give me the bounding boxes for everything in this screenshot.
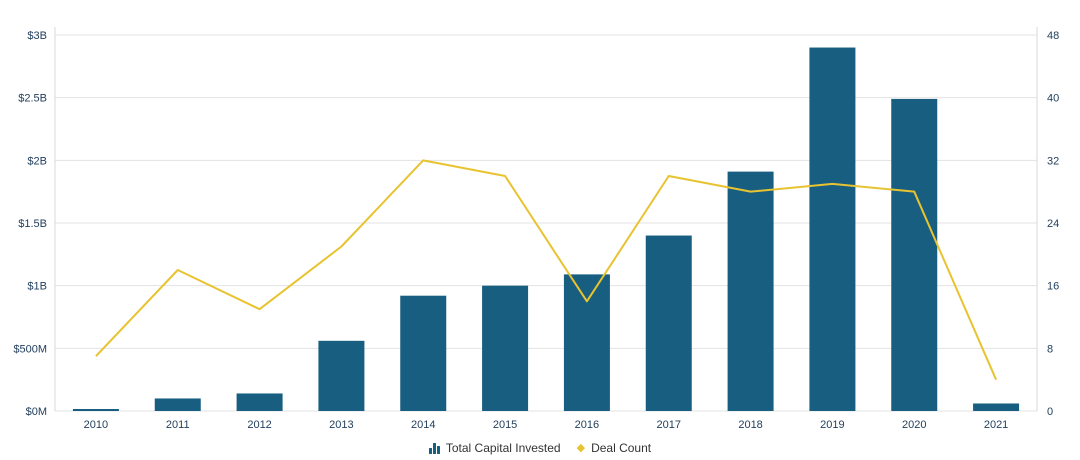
right-axis-tick-label: 24 [1047,218,1059,230]
bar-2013[interactable] [318,340,365,411]
right-axis-tick-label: 8 [1047,343,1053,355]
bar-series-icon [428,442,440,454]
x-axis-label-2011: 2011 [166,419,190,431]
bar-2019[interactable] [809,47,856,412]
x-axis-label-2016: 2016 [575,419,599,431]
x-axis-label-2019: 2019 [820,419,844,431]
bar-2016[interactable] [563,274,610,411]
left-axis-tick-label: $1B [27,281,47,293]
right-axis-tick-label: 32 [1047,155,1059,167]
right-axis-tick-label: 40 [1047,93,1059,105]
bar-2021[interactable] [973,403,1020,411]
legend-item-deal-count[interactable]: ◆ Deal Count [577,441,652,455]
x-axis-label-2013: 2013 [329,419,353,431]
left-axis-tick-label: $0M [26,406,47,418]
right-axis-tick-label: 16 [1047,281,1059,293]
legend-item-total-capital-invested[interactable]: Total Capital Invested [428,441,561,455]
legend: Total Capital Invested ◆ Deal Count [0,441,1080,455]
x-axis-label-2020: 2020 [902,419,926,431]
x-axis-label-2018: 2018 [738,419,762,431]
x-axis-label-2015: 2015 [493,419,517,431]
right-axis-tick-label: 48 [1047,30,1059,42]
x-axis-label-2010: 2010 [84,419,108,431]
bar-2012[interactable] [236,393,283,411]
bar-2011[interactable] [154,398,201,411]
left-axis-tick-label: $2.5B [18,93,47,105]
plot-area: $0M 0 $500M 8 $1B 16 $1.5B 24 $2B 32 $2.5B 40 $3B 48 2… [13,27,1059,431]
legend-label-deal-count: Deal Count [591,441,652,455]
right-axis-tick-label: 0 [1047,406,1053,418]
bar-2010[interactable] [72,409,119,411]
left-axis-tick-label: $2B [27,155,47,167]
x-axis-label-2014: 2014 [411,419,435,431]
bar-2018[interactable] [727,171,774,411]
left-axis-tick-label: $500M [13,343,47,355]
x-axis-label-2017: 2017 [657,419,681,431]
x-axis-label-2012: 2012 [247,419,271,431]
bar-2015[interactable] [482,285,529,411]
diamond-icon: ◆ [576,441,586,454]
deal-count-line[interactable] [95,159,998,381]
bar-2020[interactable] [891,98,938,412]
bar-2014[interactable] [400,295,447,411]
bar-2017[interactable] [645,235,692,411]
legend-label-total-capital-invested: Total Capital Invested [445,441,561,455]
x-axis-label-2021: 2021 [984,419,1008,431]
left-axis-tick-label: $1.5B [18,218,47,230]
left-axis-tick-label: $3B [27,30,47,42]
